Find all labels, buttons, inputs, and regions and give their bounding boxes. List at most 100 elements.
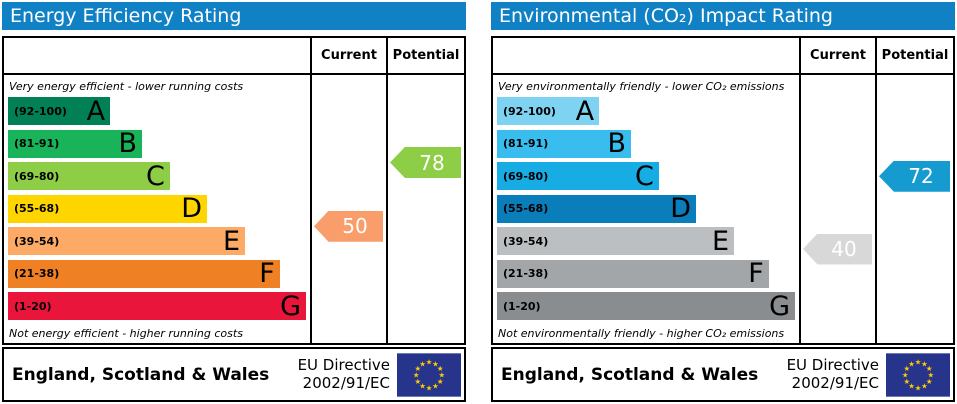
band-bar-g: (1-20) G — [8, 290, 307, 322]
band-letter: C — [146, 160, 165, 192]
band-range-label: (55-68) — [503, 202, 549, 215]
band-bar-b: (81-91) B — [8, 129, 143, 158]
band-bar-c: (69-80) C — [497, 162, 659, 190]
band-row: (81-91) B — [497, 129, 799, 163]
band-row: (55-68) D — [8, 193, 310, 228]
band-row: (39-54) E — [8, 227, 310, 260]
svg-text:★: ★ — [908, 381, 915, 390]
band-letter: D — [181, 193, 203, 224]
svg-text:★: ★ — [908, 359, 915, 368]
potential-rating-arrow: 78 — [390, 147, 461, 179]
eu-directive-label: EU Directive 2002/91/EC — [786, 356, 879, 392]
potential-column-header: Potential — [386, 38, 464, 73]
energy-efficiency-panel: Energy Efficiency Rating Current Potenti… — [2, 2, 466, 402]
band-bar-a: (92-100) A — [497, 95, 600, 127]
svg-text:★: ★ — [426, 357, 433, 366]
band-range-label: (55-68) — [14, 202, 60, 215]
band-bar-b: (81-91) B — [497, 129, 632, 158]
svg-text:★: ★ — [915, 383, 922, 392]
band-row: (81-91) B — [8, 129, 310, 163]
energy-panel-title: Energy Efficiency Rating — [2, 2, 466, 30]
svg-text:★: ★ — [437, 364, 444, 373]
table-body: Very environmentally friendly - lower CO… — [493, 75, 953, 343]
band-letter: D — [670, 193, 692, 224]
band-row: (21-38) F — [8, 258, 310, 293]
potential-arrow-zone: 72 — [877, 97, 953, 325]
band-row: (21-38) F — [497, 258, 799, 293]
band-bar-a: (92-100) A — [8, 97, 111, 125]
current-rating-arrow: 40 — [803, 233, 872, 265]
band-range-label: (39-54) — [14, 234, 60, 248]
svg-text:★: ★ — [926, 376, 933, 385]
band-bar-d: (55-68) D — [8, 193, 208, 224]
band-row: (1-20) G — [497, 292, 799, 325]
band-letter: G — [280, 290, 302, 322]
top-caption: Very environmentally friendly - lower CO… — [498, 80, 785, 93]
band-row: (1-20) G — [8, 292, 310, 325]
svg-text:★: ★ — [413, 370, 420, 379]
bands-column: Very energy efficient - lower running co… — [4, 75, 310, 343]
bands-column: Very environmentally friendly - lower CO… — [493, 75, 799, 343]
band-range-label: (21-38) — [14, 267, 60, 280]
top-caption: Very energy efficient - lower running co… — [9, 80, 244, 93]
band-range-label: (21-38) — [503, 267, 549, 280]
current-column-header: Current — [310, 38, 386, 73]
band-bar-d: (55-68) D — [497, 193, 697, 224]
potential-column: 78 — [386, 75, 464, 343]
band-row: (39-54) E — [497, 227, 799, 260]
band-range-label: (69-80) — [14, 169, 60, 183]
panel-footer: England, Scotland & Wales EU Directive 2… — [491, 347, 955, 402]
band-bar-e: (39-54) E — [8, 227, 246, 255]
band-row: (92-100) A — [8, 97, 310, 130]
eu-directive-label: EU Directive 2002/91/EC — [297, 356, 390, 392]
bottom-caption: Not environmentally friendly - higher CO… — [498, 326, 785, 340]
potential-column-header: Potential — [875, 38, 953, 73]
band-range-label: (81-91) — [503, 137, 549, 150]
eu-directive-line2: 2002/91/EC — [791, 373, 879, 392]
band-letter: A — [575, 95, 595, 127]
band-letter: E — [712, 225, 730, 257]
svg-text:★: ★ — [904, 376, 911, 385]
svg-text:★: ★ — [915, 357, 922, 366]
current-arrow-zone: 40 — [801, 97, 875, 325]
band-range-label: (69-80) — [503, 169, 549, 183]
eu-directive-line1: EU Directive — [297, 356, 390, 375]
svg-text:★: ★ — [432, 381, 439, 390]
region-label: England, Scotland & Wales — [12, 364, 270, 385]
band-row: (92-100) A — [497, 97, 799, 130]
svg-text:★: ★ — [419, 381, 426, 390]
current-arrow-zone: 50 — [312, 97, 386, 325]
band-bar-f: (21-38) F — [497, 258, 769, 289]
panel-footer: England, Scotland & Wales EU Directive 2… — [2, 347, 466, 402]
svg-text:★: ★ — [904, 364, 911, 373]
band-bar-g: (1-20) G — [497, 292, 796, 320]
band-letter: F — [748, 258, 764, 289]
potential-column: 72 — [875, 75, 953, 343]
band-row: (69-80) C — [497, 162, 799, 195]
svg-text:★: ★ — [927, 370, 934, 379]
eu-flag-icon: ★ ★★★★★★★★★★★ — [886, 352, 950, 397]
svg-text:★: ★ — [426, 383, 433, 392]
energy-rating-table: Current Potential Very energy efficient … — [2, 36, 466, 345]
band-letter: F — [259, 258, 275, 289]
svg-text:★: ★ — [415, 364, 422, 373]
potential-rating-arrow: 72 — [879, 160, 950, 192]
region-label: England, Scotland & Wales — [501, 364, 759, 385]
table-header-row: Current Potential — [493, 38, 953, 75]
band-range-label: (92-100) — [14, 104, 67, 118]
svg-text:★: ★ — [902, 370, 909, 379]
band-range-label: (1-20) — [503, 299, 541, 313]
band-letter: C — [635, 160, 654, 192]
band-range-label: (1-20) — [14, 299, 52, 313]
current-column: 40 — [799, 75, 875, 343]
table-header-row: Current Potential — [4, 38, 464, 75]
eu-directive-line1: EU Directive — [786, 356, 879, 375]
current-column: 50 — [310, 75, 386, 343]
eu-directive-line2: 2002/91/EC — [302, 373, 390, 392]
rating-bands: (92-100) A (81-91) B (69-80) C (55-68) D (39-54)… — [4, 97, 310, 325]
svg-text:★: ★ — [437, 376, 444, 385]
svg-text:★: ★ — [921, 359, 928, 368]
current-rating-arrow: 50 — [314, 210, 383, 242]
svg-text:★: ★ — [415, 376, 422, 385]
